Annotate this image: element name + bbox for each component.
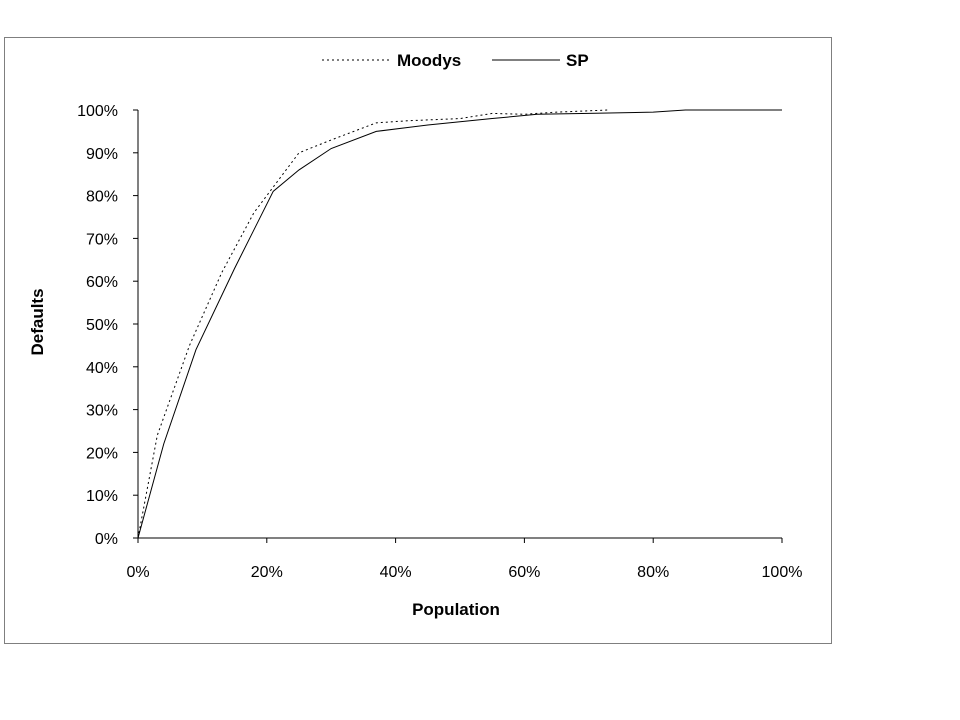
x-tick-label: 80%	[637, 564, 669, 581]
y-tick-label: 90%	[86, 146, 118, 163]
x-tick-label: 60%	[508, 564, 540, 581]
y-tick-label: 30%	[86, 403, 118, 420]
y-tick-label: 100%	[77, 103, 118, 120]
y-tick-label: 20%	[86, 445, 118, 462]
x-tick-label: 0%	[126, 564, 149, 581]
x-tick-label: 20%	[251, 564, 283, 581]
y-axis-title: Defaults	[28, 288, 47, 355]
chart-frame	[4, 37, 832, 644]
series-line-moodys	[137, 109, 609, 539]
legend-label-moodys: Moodys	[397, 51, 461, 70]
y-tick-label: 70%	[86, 231, 118, 248]
series-layer	[137, 109, 782, 539]
series-line-sp	[137, 109, 782, 539]
y-tick-label: 80%	[86, 189, 118, 206]
y-tick-label: 60%	[86, 274, 118, 291]
x-tick-label: 40%	[380, 564, 412, 581]
x-tick-label: 100%	[762, 564, 803, 581]
legend: Moodys SP	[322, 51, 589, 70]
y-tick-label: 50%	[86, 317, 118, 334]
axes: 0% 10% 20% 30% 40% 50% 60% 70% 80% 90% 100% 0% 20% 40…	[77, 103, 802, 581]
y-tick-label: 40%	[86, 360, 118, 377]
y-tick-label: 0%	[95, 531, 118, 548]
y-tick-label: 10%	[86, 488, 118, 505]
legend-label-sp: SP	[566, 51, 589, 70]
x-axis-title: Population	[412, 600, 500, 619]
